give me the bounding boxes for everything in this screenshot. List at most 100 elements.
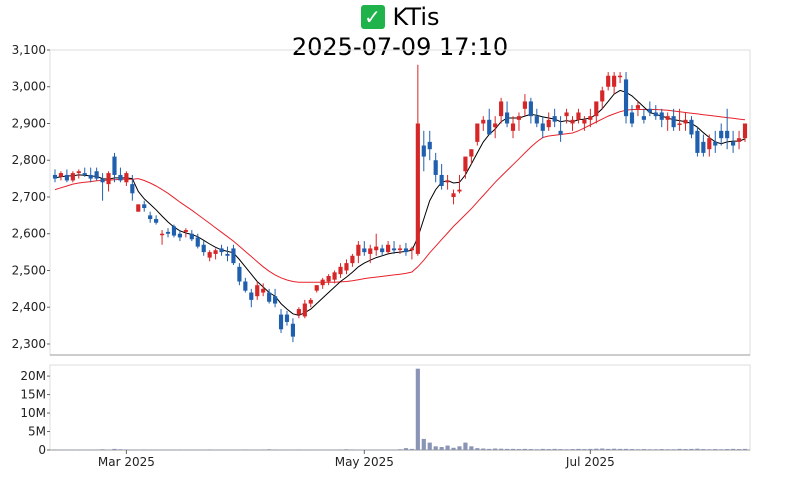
volume-bar [445,445,450,450]
volume-bar [403,448,409,450]
volume-bar [736,449,742,450]
volume-bar [522,448,527,450]
volume-bar [713,449,718,450]
candle-body [546,119,551,128]
volume-bar [207,449,212,450]
x-tick-label: May 2025 [335,455,394,469]
volume-y-tick-label: 0 [38,443,46,457]
price-y-tick-label: 2,900 [12,116,46,130]
volume-bar [165,449,171,451]
volume-bar [439,447,444,450]
volume-bar [386,449,391,451]
price-y-tick-label: 3,100 [12,43,46,57]
candle-body [142,204,147,209]
candle-body [403,248,409,253]
volume-bar [499,448,504,450]
volume-bar [707,449,712,450]
candle-body [736,138,742,142]
volume-bar [588,448,593,450]
candle-body [112,156,117,175]
candle-body [165,231,171,234]
volume-bar [70,449,75,451]
candle-body [445,180,450,183]
candle-body [278,314,284,330]
candle-body [148,215,153,220]
volume-bar [350,449,355,450]
volume-bar [302,449,307,451]
candle-body [481,119,486,124]
candle-body [338,266,343,275]
candle-body [76,171,81,174]
candle-body [731,141,736,146]
volume-bar [552,448,557,450]
volume-bar [332,449,337,451]
volume-bar [225,449,230,451]
candle-body [326,275,331,282]
moving-average-long [54,109,746,283]
volume-bar [546,449,551,450]
candle-body [195,237,200,247]
volume-bar [629,449,635,450]
volume-bar [243,449,248,450]
candle-body [618,75,623,78]
candle-body [677,123,682,125]
volume-bar [356,449,361,451]
candle-body [457,189,462,192]
volume-bar [76,449,81,451]
candle-body [237,266,242,282]
volume-bar [475,448,480,450]
candle-body [671,116,676,128]
candle-body [659,112,664,120]
candle-body [719,130,724,139]
candle-body [52,174,58,179]
volume-bar [183,449,188,451]
volume-bar [469,446,474,450]
candle-body [713,141,718,146]
volume-bar [380,449,385,451]
volume-bar [647,449,652,450]
chart-timestamp: 2025-07-09 17:10 [291,33,509,61]
volume-bar [701,449,706,450]
candle-body [582,119,587,124]
volume-bar [344,449,349,450]
volume-bar [487,448,492,450]
candle-body [362,248,367,253]
volume-bar [570,449,575,450]
candle-body [70,173,75,181]
volume-bar [261,449,266,450]
candle-body [653,112,658,117]
volume-bar [159,449,165,451]
volume-bar [314,449,319,451]
candle-body [94,171,99,179]
candle-body [558,130,563,135]
candle-body [118,174,123,181]
candle-body [564,112,569,117]
candle-body [290,323,296,337]
candle-body [576,112,581,120]
candle-body [463,156,468,172]
candle-body [207,252,212,258]
candle-body [368,248,373,254]
volume-bar [725,449,730,450]
candle-body [606,75,611,87]
volume-bar [171,449,177,451]
candle-body [421,145,426,157]
volume-bar [397,449,403,450]
volume-bar [296,449,301,450]
volume-bar [237,449,242,451]
volume-bar [177,449,182,451]
volume-bar [481,448,486,450]
volume-bar [88,449,93,451]
volume-bar [52,449,58,450]
candle-body [183,230,188,232]
volume-bar [189,449,194,451]
volume-bar [623,448,629,450]
price-panel: 2,300 2,400 2,500 2,600 2,700 2,800 2,900 3,000… [12,43,751,356]
volume-bar [290,449,296,451]
volume-bar [118,449,123,450]
volume-bar [612,448,617,450]
candle-body [635,105,641,109]
volume-bar [58,449,64,451]
volume-bar [742,448,748,450]
candle-body [391,248,397,251]
